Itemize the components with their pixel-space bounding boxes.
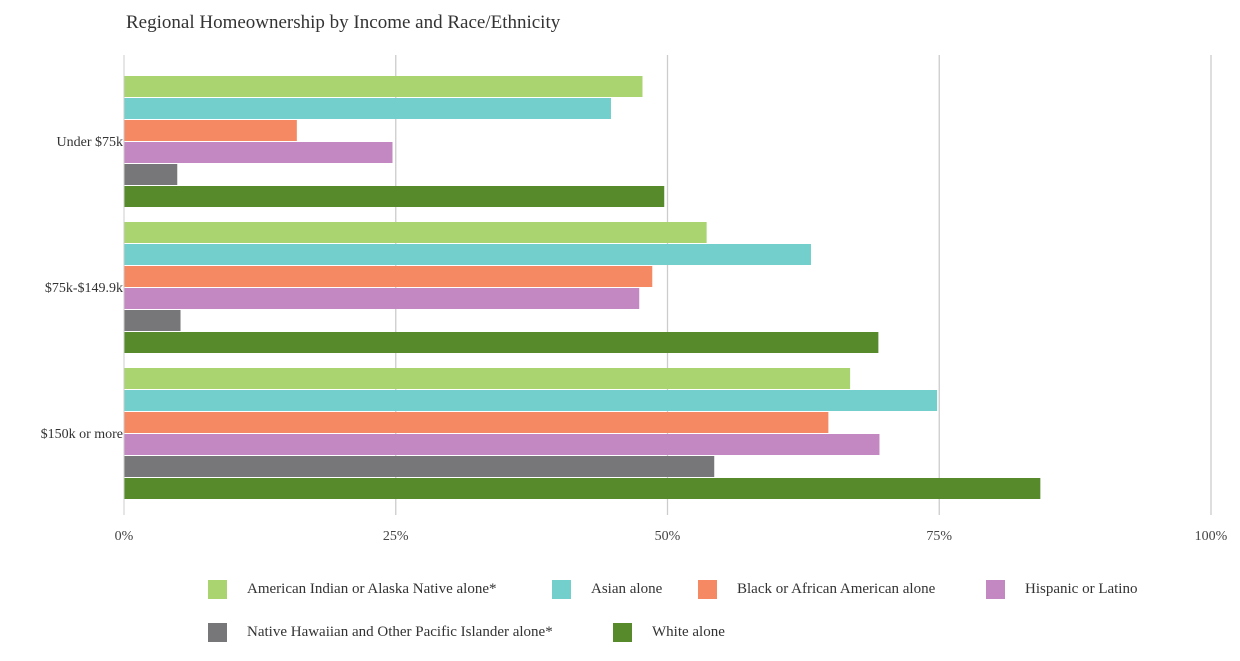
- bar: [124, 266, 653, 287]
- legend-item[interactable]: Asian alone: [552, 580, 662, 599]
- legend-item[interactable]: White alone: [613, 623, 725, 642]
- bar: [124, 434, 880, 455]
- legend-label: Hispanic or Latino: [1025, 581, 1138, 597]
- category-label: $75k-$149.9k: [45, 281, 123, 296]
- bar: [124, 478, 1041, 499]
- bar: [124, 186, 665, 207]
- bar: [124, 244, 811, 265]
- legend-swatch: [613, 623, 632, 642]
- bar: [124, 412, 829, 433]
- bar: [124, 76, 643, 97]
- x-tick-label: 75%: [926, 529, 952, 544]
- legend-label: White alone: [652, 624, 725, 640]
- legend-item[interactable]: Native Hawaiian and Other Pacific Island…: [208, 623, 553, 642]
- legend-label: Native Hawaiian and Other Pacific Island…: [247, 624, 553, 640]
- bar: [124, 120, 297, 141]
- bar: [124, 98, 611, 119]
- legend-swatch: [986, 580, 1005, 599]
- chart-title: Regional Homeownership by Income and Rac…: [126, 12, 561, 33]
- legend-item[interactable]: American Indian or Alaska Native alone*: [208, 580, 497, 599]
- legend-swatch: [698, 580, 717, 599]
- bar: [124, 310, 181, 331]
- legend-swatch: [208, 580, 227, 599]
- bar: [124, 288, 640, 309]
- x-tick-label: 0%: [115, 529, 134, 544]
- legend-label: American Indian or Alaska Native alone*: [247, 581, 497, 597]
- legend-item[interactable]: Black or African American alone: [698, 580, 935, 599]
- bar: [124, 390, 938, 411]
- bar: [124, 332, 879, 353]
- legend-label: Black or African American alone: [737, 581, 936, 597]
- legend-label: Asian alone: [591, 581, 663, 597]
- category-label: Under $75k: [57, 135, 124, 150]
- x-tick-label: 50%: [655, 529, 681, 544]
- bar: [124, 456, 715, 477]
- bar: [124, 368, 851, 389]
- bar: [124, 222, 707, 243]
- legend-item[interactable]: Hispanic or Latino: [986, 580, 1137, 599]
- bar: [124, 142, 393, 163]
- legend-swatch: [552, 580, 571, 599]
- category-label: $150k or more: [41, 427, 123, 442]
- x-tick-label: 25%: [383, 529, 409, 544]
- legend-swatch: [208, 623, 227, 642]
- x-tick-label: 100%: [1195, 529, 1228, 544]
- bar: [124, 164, 178, 185]
